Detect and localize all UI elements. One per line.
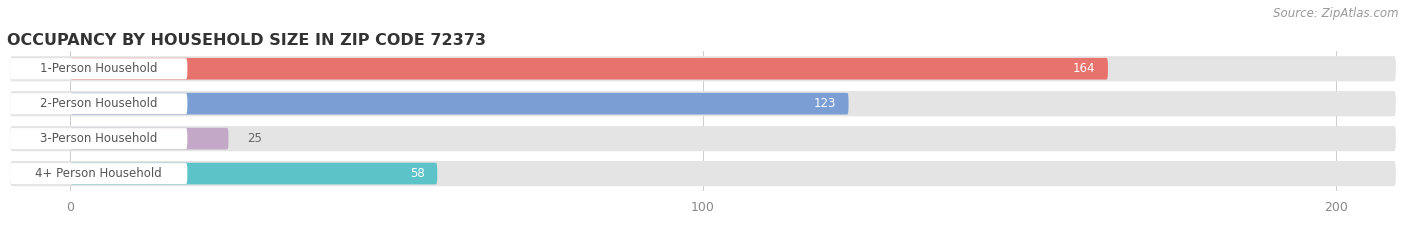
FancyBboxPatch shape — [10, 91, 1396, 116]
Text: 58: 58 — [411, 167, 425, 180]
Text: OCCUPANCY BY HOUSEHOLD SIZE IN ZIP CODE 72373: OCCUPANCY BY HOUSEHOLD SIZE IN ZIP CODE … — [7, 33, 486, 48]
Text: 1-Person Household: 1-Person Household — [39, 62, 157, 75]
FancyBboxPatch shape — [10, 161, 1396, 186]
Text: 2-Person Household: 2-Person Household — [39, 97, 157, 110]
FancyBboxPatch shape — [10, 128, 187, 149]
FancyBboxPatch shape — [10, 163, 187, 184]
FancyBboxPatch shape — [70, 93, 849, 115]
FancyBboxPatch shape — [10, 58, 187, 79]
Text: 25: 25 — [247, 132, 263, 145]
Text: 123: 123 — [814, 97, 835, 110]
Text: 4+ Person Household: 4+ Person Household — [35, 167, 162, 180]
FancyBboxPatch shape — [70, 163, 437, 185]
FancyBboxPatch shape — [10, 56, 1396, 81]
Text: Source: ZipAtlas.com: Source: ZipAtlas.com — [1274, 7, 1399, 20]
Text: 164: 164 — [1073, 62, 1095, 75]
FancyBboxPatch shape — [70, 58, 1108, 80]
FancyBboxPatch shape — [10, 93, 187, 114]
FancyBboxPatch shape — [70, 128, 229, 150]
FancyBboxPatch shape — [10, 126, 1396, 151]
Text: 3-Person Household: 3-Person Household — [41, 132, 157, 145]
